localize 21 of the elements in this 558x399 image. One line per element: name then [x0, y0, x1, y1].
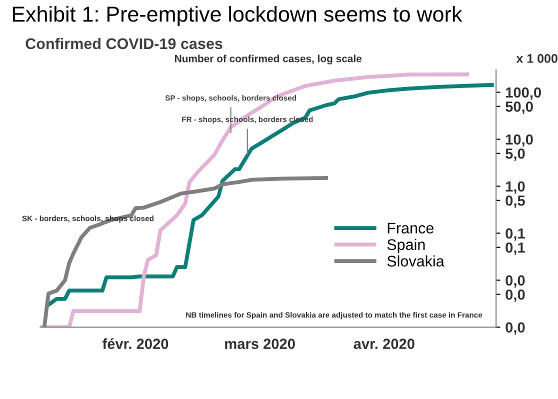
y-tick-label: 100,0 [506, 87, 541, 100]
y-tick-label: 0,1 [506, 228, 525, 241]
text: x 1 000 [516, 54, 558, 63]
y-tick-label: 1,0 [506, 181, 525, 194]
chart-title: Exhibit 1: Pre-emptive lockdown seems to work [12, 6, 462, 26]
x-tick-label: févr. 2020 [102, 338, 168, 350]
y-tick-label: 0,0 [506, 322, 525, 335]
legend-label: Slovakia [387, 255, 444, 267]
y-tick-label: 0,0 [506, 289, 525, 302]
y-tick-label: 5,0 [506, 148, 525, 161]
text: Number of confirmed cases, log scale [175, 54, 362, 64]
y-tick-label: 0,1 [506, 242, 525, 255]
y-tick-label: 10,0 [506, 134, 533, 147]
y-tick-label: 0,0 [506, 275, 525, 288]
x-tick-label: avr. 2020 [354, 338, 414, 350]
legend-label: Spain [387, 238, 425, 254]
legend-label: France [388, 222, 434, 234]
chart-subtitle: Confirmed COVID-19 cases [26, 38, 222, 50]
y-tick-label: 0,5 [506, 195, 525, 208]
x-tick-label: mars 2020 [225, 338, 295, 350]
y-tick-label: 50,0 [506, 101, 533, 114]
